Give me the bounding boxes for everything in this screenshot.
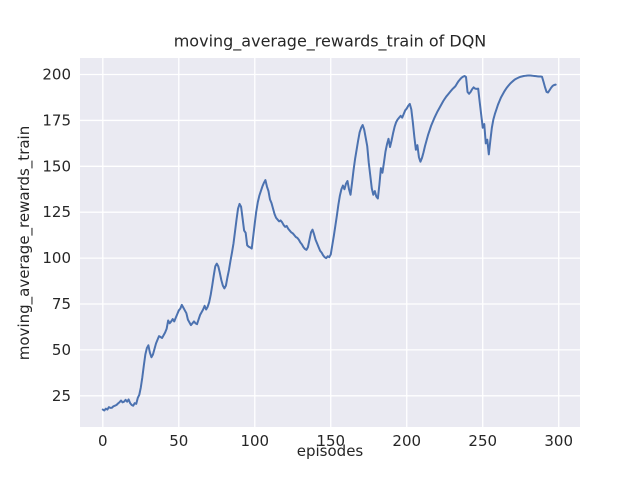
y-axis-label: moving_average_rewards_train bbox=[15, 125, 33, 361]
plot-background bbox=[80, 58, 580, 427]
x-tick-label: 50 bbox=[169, 432, 188, 450]
x-tick-label: 150 bbox=[316, 432, 345, 450]
x-axis-label: episodes bbox=[296, 442, 364, 460]
x-tick-label: 250 bbox=[468, 432, 497, 450]
y-tick-label: 125 bbox=[42, 203, 71, 221]
chart-title: moving_average_rewards_train of DQN bbox=[173, 31, 487, 51]
x-tick-label: 0 bbox=[98, 432, 108, 450]
x-tick-label: 100 bbox=[240, 432, 269, 450]
x-tick-label: 300 bbox=[544, 432, 573, 450]
y-tick-label: 100 bbox=[42, 249, 71, 267]
y-tick-label: 200 bbox=[42, 66, 71, 84]
reward-line bbox=[101, 74, 557, 412]
y-tick-label: 25 bbox=[52, 387, 71, 405]
y-tick-label: 150 bbox=[42, 157, 71, 175]
x-tick-label: 200 bbox=[392, 432, 421, 450]
y-tick-label: 75 bbox=[52, 295, 71, 313]
y-tick-label: 175 bbox=[42, 111, 71, 129]
y-tick-label: 50 bbox=[52, 341, 71, 359]
